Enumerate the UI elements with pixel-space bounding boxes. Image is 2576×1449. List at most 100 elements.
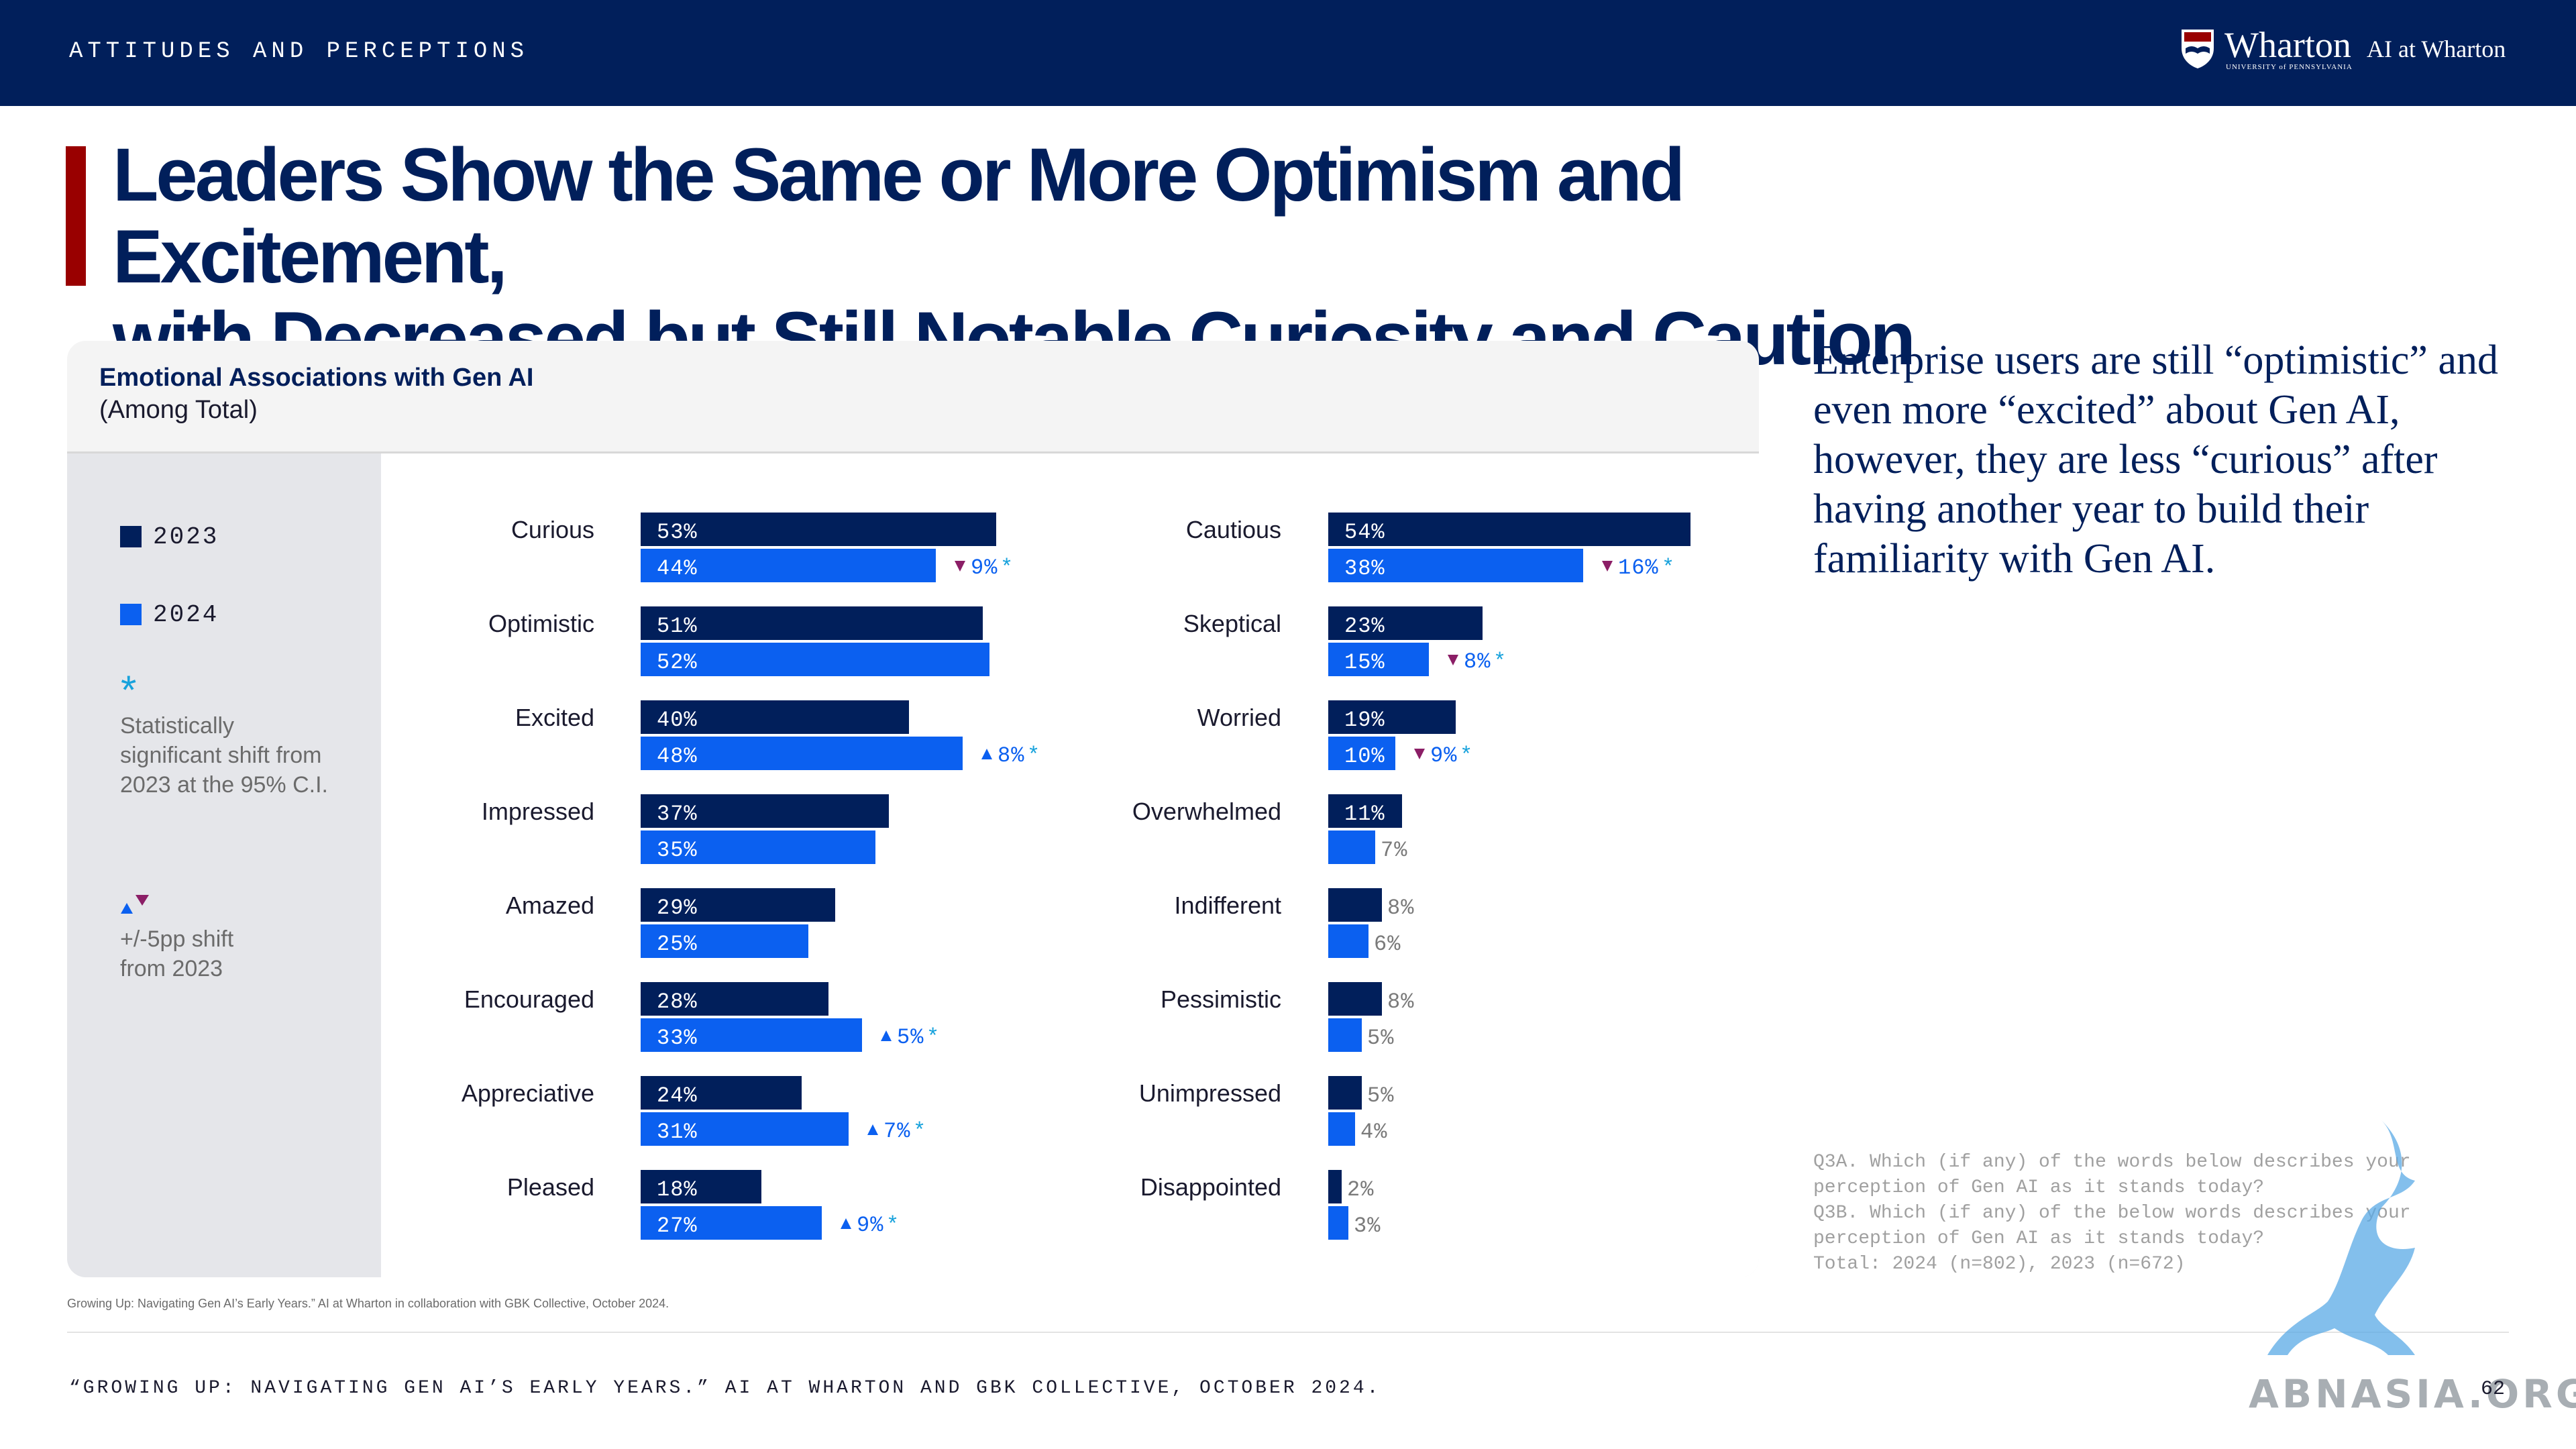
legend-label-2023: 2023 [153, 523, 219, 551]
data-label-2023: 23% [1344, 614, 1385, 639]
category-label: Excited [515, 704, 594, 731]
data-label-2024: 5% [1367, 1026, 1394, 1051]
category-label: Overwhelmed [1132, 798, 1281, 825]
bar-2024 [641, 643, 989, 676]
footer-divider [67, 1332, 2509, 1333]
data-label-2024: 3% [1354, 1214, 1381, 1238]
key-takeaway: Enterprise users are still “optimistic” … [1813, 337, 2498, 582]
data-label-2024: 31% [657, 1120, 698, 1144]
category-label: Cautious [1186, 516, 1281, 543]
bar-2024 [641, 1112, 849, 1146]
shift-label: 8% [998, 743, 1024, 768]
significance-star: * [926, 1025, 939, 1050]
penn-shield-icon [2182, 30, 2214, 68]
data-label-2023: 54% [1344, 520, 1385, 545]
data-label-2024: 27% [657, 1214, 698, 1238]
bar-2024 [1328, 1018, 1362, 1052]
data-label-2024: 35% [657, 838, 698, 863]
shift-arrows-icon [121, 895, 149, 914]
footer-citation: “GROWING UP: NAVIGATING GEN AI’S EARLY Y… [69, 1378, 1381, 1399]
bar-2024 [1328, 924, 1368, 958]
bar-2024 [641, 924, 808, 958]
bar-2023 [1328, 1076, 1362, 1110]
shift-up-arrow [867, 1124, 878, 1135]
plot-area [381, 453, 1759, 1277]
bar-2024 [641, 549, 936, 582]
chart-source: Growing Up: Navigating Gen AI’s Early Ye… [67, 1297, 669, 1310]
logo-university: UNIVERSITY of PENNSYLVANIA [2226, 63, 2353, 71]
bar-2023 [1328, 982, 1382, 1016]
bar-2023 [1328, 1170, 1342, 1203]
bar-2024 [1328, 643, 1429, 676]
shift-down-arrow [1414, 749, 1425, 759]
legend-label-2024: 2024 [153, 601, 219, 629]
bar-2023 [641, 982, 828, 1016]
chart-panel: Emotional Associations with Gen AI (Amon… [67, 341, 1759, 1277]
bar-2023 [641, 888, 835, 922]
legend-swatch-2023 [120, 526, 142, 547]
category-label: Curious [511, 516, 594, 543]
data-label-2024: 6% [1374, 932, 1401, 957]
data-label-2024: 10% [1344, 744, 1385, 769]
bar-2023 [1328, 513, 1690, 546]
shift-label: 16% [1618, 555, 1659, 580]
data-label-2024: 4% [1360, 1120, 1387, 1144]
data-label-2024: 33% [657, 1026, 698, 1051]
bar-2024 [1328, 1112, 1355, 1146]
data-label-2023: 29% [657, 896, 698, 920]
bar-2023 [641, 513, 996, 546]
bar-2024 [1328, 830, 1375, 864]
title-accent-bar [66, 146, 86, 286]
data-label-2023: 19% [1344, 708, 1385, 733]
legend-shift-note: +/-5pp shift from 2023 [120, 926, 234, 981]
data-label-2023: 40% [657, 708, 698, 733]
shift-label: 9% [857, 1213, 883, 1238]
shift-down-arrow [955, 561, 965, 572]
data-label-2023: 37% [657, 802, 698, 826]
shift-label: 5% [897, 1025, 924, 1050]
data-label-2023: 53% [657, 520, 698, 545]
bar-2024 [641, 737, 963, 770]
bar-2024 [1328, 549, 1583, 582]
bar-2023 [641, 1076, 802, 1110]
legend-swatch-2024 [120, 604, 142, 625]
bar-2024 [1328, 737, 1395, 770]
bar-2023 [641, 1170, 761, 1203]
title-line-1: Leaders Show the Same or More Optimism a… [113, 133, 1685, 299]
bar-chart: Curious 53%44% 9% *Optimistic 51%52%Excited 4… [462, 513, 1690, 1240]
chart-header: Emotional Associations with Gen AI (Amon… [67, 341, 1759, 453]
shift-label: 7% [883, 1119, 910, 1144]
category-label: Unimpressed [1139, 1079, 1281, 1107]
data-label-2023: 8% [1387, 989, 1414, 1014]
data-label-2023: 28% [657, 989, 698, 1014]
shift-label: 9% [1430, 743, 1457, 768]
category-label: Pessimistic [1161, 985, 1281, 1013]
category-label: Amazed [506, 892, 594, 919]
category-label: Worried [1197, 704, 1281, 731]
data-label-2023: 18% [657, 1177, 698, 1202]
shift-up-arrow [881, 1030, 892, 1041]
data-label-2023: 5% [1367, 1083, 1394, 1108]
page-number: 62 [2481, 1378, 2506, 1401]
data-label-2024: 48% [657, 744, 698, 769]
category-label: Encouraged [464, 985, 594, 1013]
bar-2023 [1328, 606, 1483, 640]
watermark-text: ABNASIA.ORG [2249, 1371, 2576, 1417]
data-label-2023: 11% [1344, 802, 1385, 826]
legend: 2023 2024 * Statistically significant sh… [67, 453, 381, 1277]
bar-2023 [1328, 794, 1402, 828]
category-label: Indifferent [1175, 892, 1281, 919]
bar-2023 [1328, 700, 1456, 734]
data-label-2023: 8% [1387, 896, 1414, 920]
chart-title: Emotional Associations with Gen AI [99, 364, 534, 392]
significance-star: * [886, 1213, 899, 1238]
shift-label: 9% [971, 555, 998, 580]
shift-up-arrow [981, 749, 992, 759]
shift-down-arrow [1602, 561, 1613, 572]
shift-up-arrow [841, 1218, 851, 1229]
significance-star: * [1493, 649, 1506, 674]
chart-subtitle: (Among Total) [99, 396, 258, 424]
page-title: Leaders Show the Same or More Optimism a… [113, 134, 1924, 380]
bar-2024 [1328, 1206, 1348, 1240]
bar-2024 [641, 1018, 862, 1052]
